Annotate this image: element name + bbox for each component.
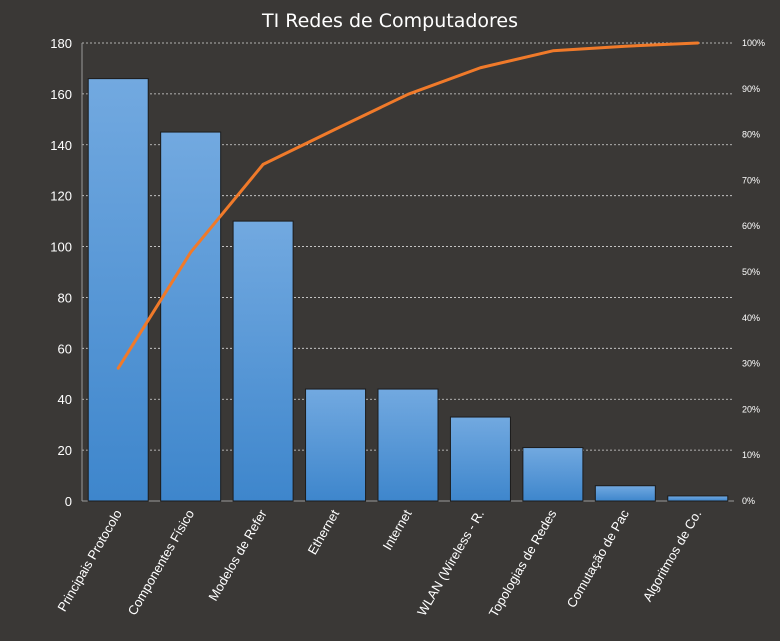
x-tick-label: Comutação de Pac bbox=[564, 507, 633, 611]
y2-tick-label: 10% bbox=[742, 450, 760, 460]
y-tick-label: 20 bbox=[58, 443, 72, 458]
cumulative-series-line bbox=[116, 41, 700, 370]
y-axis-ticks: 0 20 40 60 80 100 120 140 160 180 bbox=[50, 36, 72, 509]
x-axis-ticks: Principais Protocolo Componentes Físico Mo… bbox=[54, 506, 704, 619]
bar bbox=[232, 220, 294, 502]
x-tick-label: WLAN (Wireless - R. bbox=[414, 507, 487, 618]
y2-tick-label: 20% bbox=[742, 404, 760, 414]
bar bbox=[594, 485, 656, 502]
y2-tick-label: 30% bbox=[742, 359, 760, 369]
y2-tick-label: 70% bbox=[742, 175, 760, 185]
x-tick-label: Componentes Físico bbox=[125, 507, 198, 618]
x-tick-label: Algoritmos de Co. bbox=[640, 507, 705, 604]
y2-tick-label: 80% bbox=[742, 130, 760, 140]
x-tick-label: Modelos de Refer bbox=[205, 506, 270, 603]
y-tick-label: 40 bbox=[58, 392, 72, 407]
bar bbox=[449, 416, 511, 502]
x-tick-label: Principais Protocolo bbox=[54, 507, 124, 614]
bar bbox=[377, 388, 439, 502]
y-tick-label: 80 bbox=[58, 290, 72, 305]
y2-tick-label: 90% bbox=[742, 84, 760, 94]
y-tick-label: 100 bbox=[50, 240, 72, 255]
x-tick-label: Internet bbox=[380, 507, 415, 553]
y-tick-label: 120 bbox=[50, 189, 72, 204]
bar bbox=[667, 495, 729, 502]
bar bbox=[305, 388, 367, 502]
y2-tick-label: 50% bbox=[742, 267, 760, 277]
y2-tick-label: 100% bbox=[742, 38, 765, 48]
bar bbox=[522, 447, 584, 502]
y-tick-label: 60 bbox=[58, 341, 72, 356]
y-tick-label: 0 bbox=[65, 494, 72, 509]
y2-tick-label: 40% bbox=[742, 313, 760, 323]
x-tick-label: Ethernet bbox=[305, 507, 343, 557]
bar bbox=[87, 78, 149, 502]
y2-tick-label: 0% bbox=[742, 496, 755, 506]
chart-title: TI Redes de Computadores bbox=[261, 10, 518, 32]
bar bbox=[160, 131, 222, 502]
y2-tick-label: 60% bbox=[742, 221, 760, 231]
x-tick-label: Topologias de Redes bbox=[486, 507, 560, 620]
y-tick-label: 160 bbox=[50, 87, 72, 102]
secondary-y-axis-ticks: 0% 10% 20% 30% 40% 50% 60% 70% 80% 90% 100% bbox=[742, 38, 765, 506]
cumulative-line bbox=[116, 41, 700, 370]
bars bbox=[87, 78, 729, 502]
y-tick-label: 140 bbox=[50, 138, 72, 153]
y-tick-label: 180 bbox=[50, 36, 72, 51]
